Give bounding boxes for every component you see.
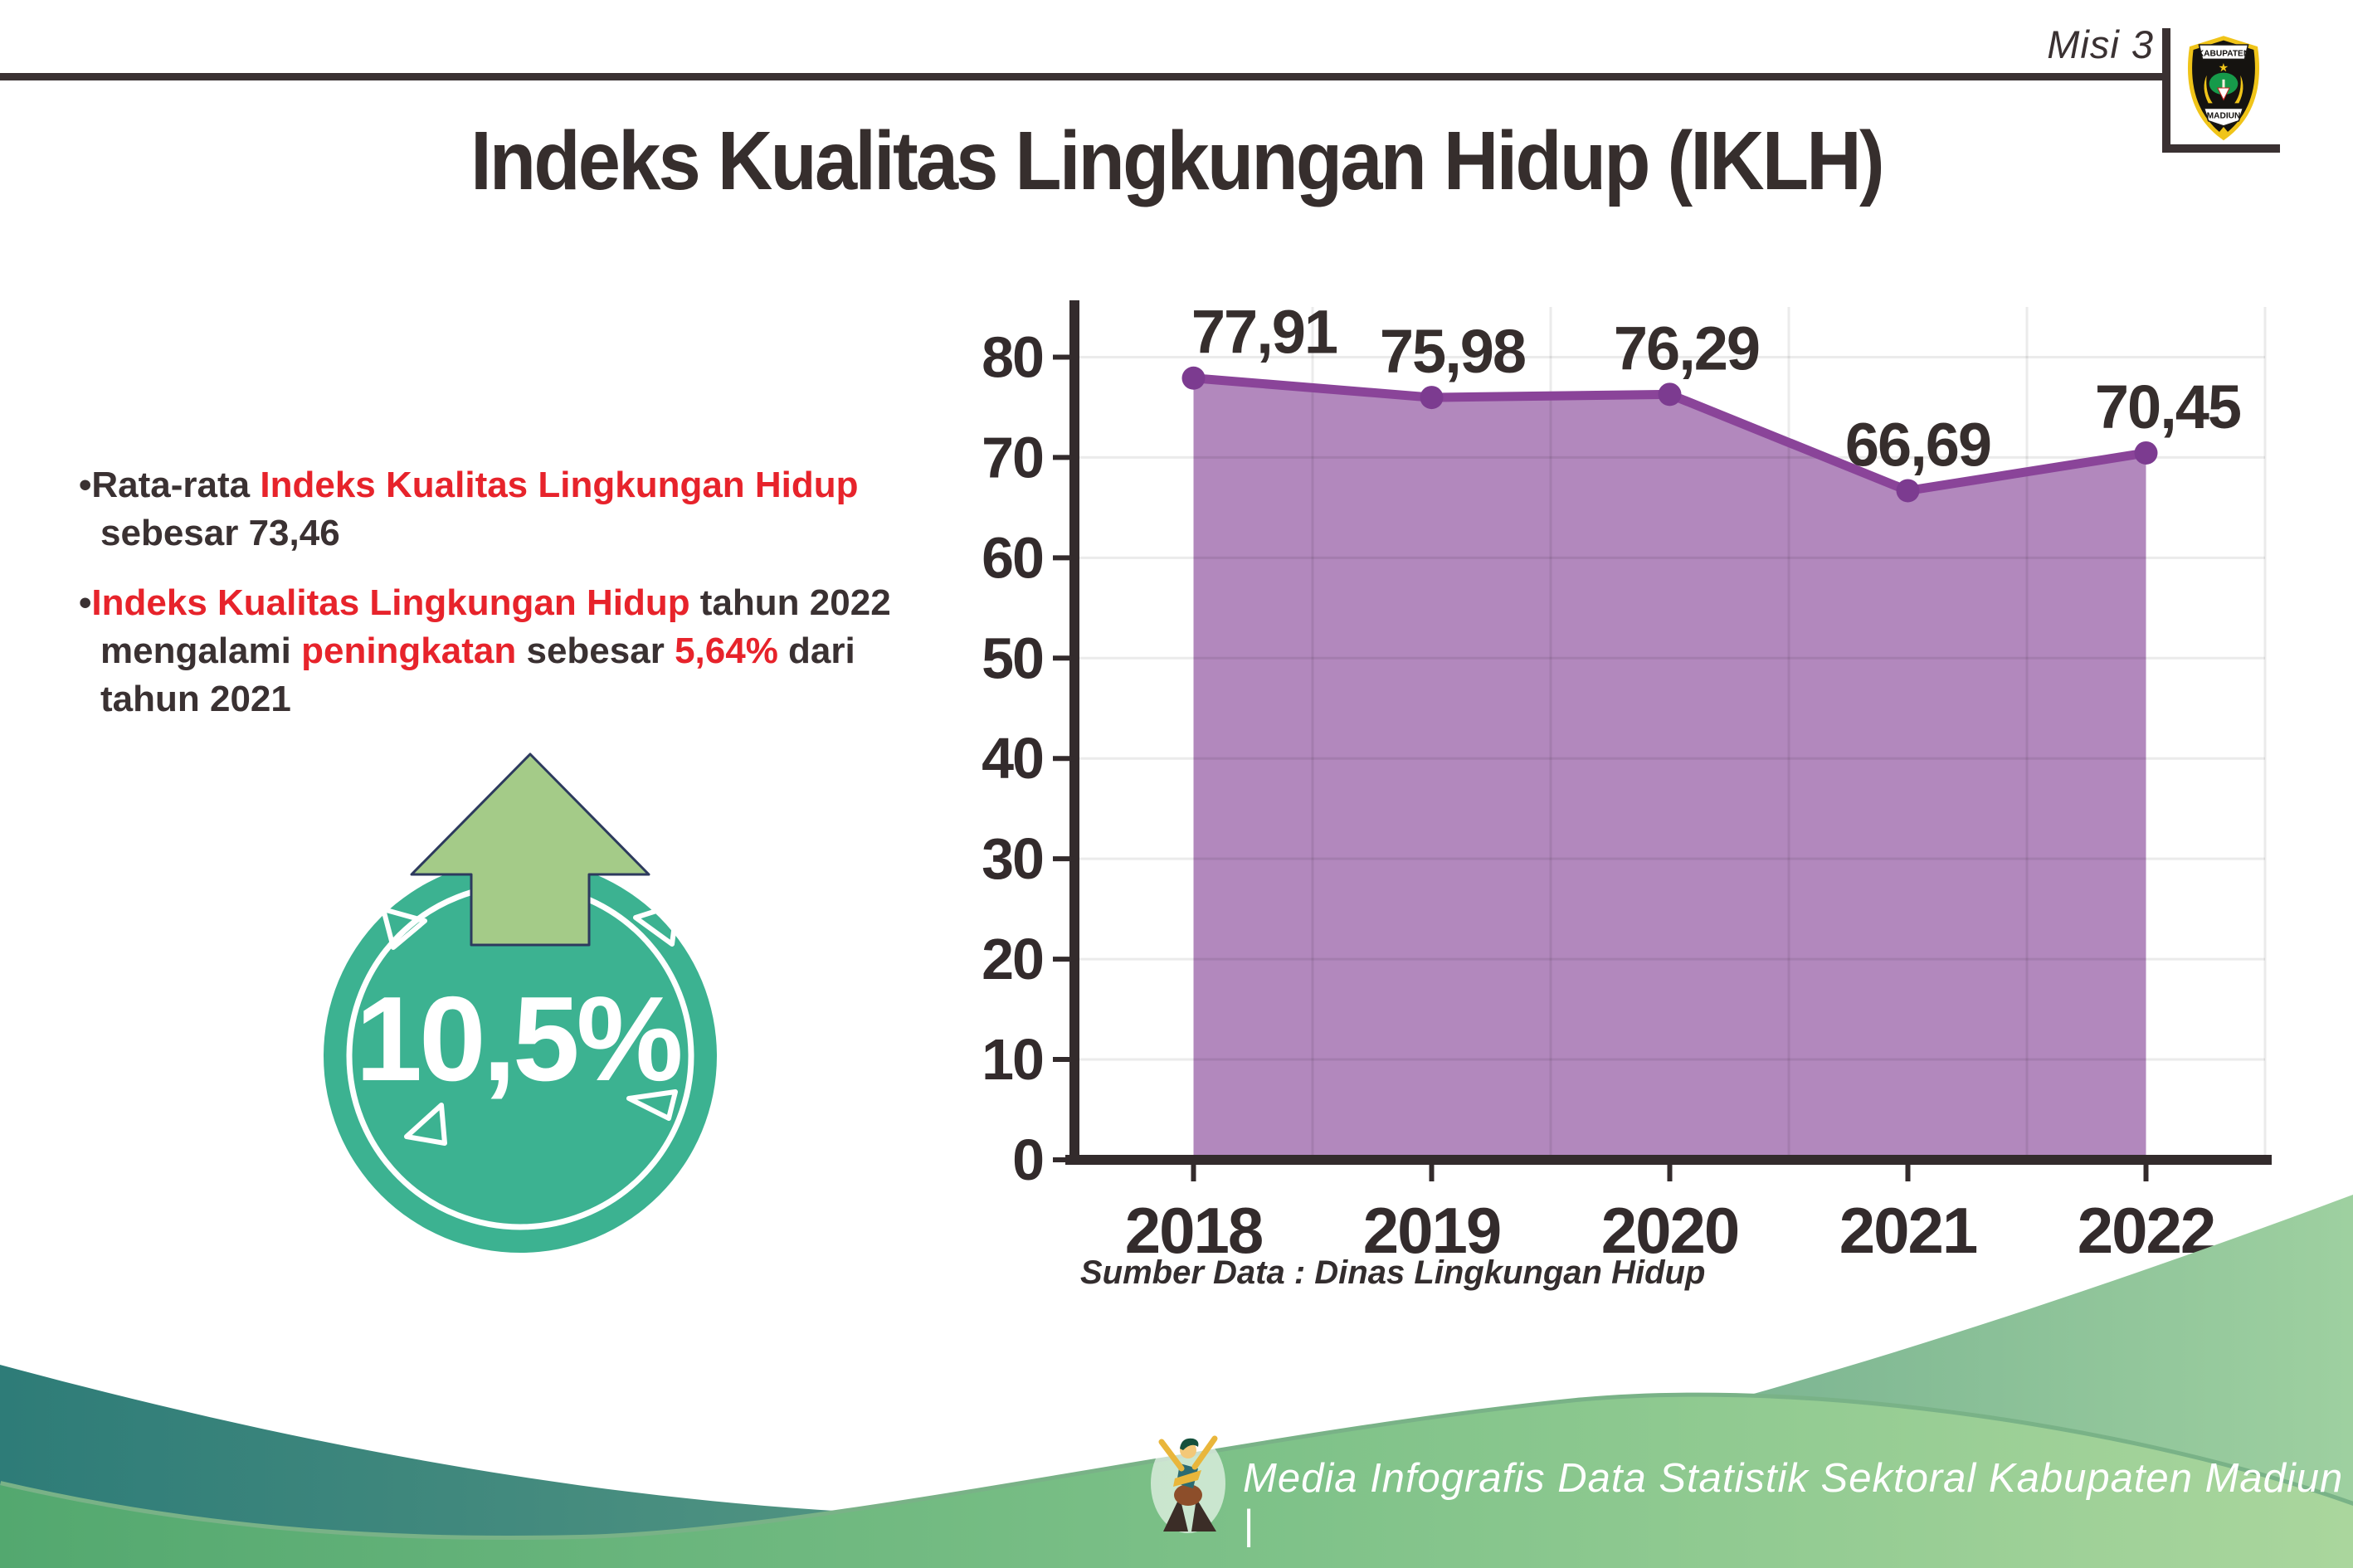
data-point-label: 77,91 [1191, 298, 1337, 367]
data-point-marker [1896, 479, 1920, 503]
data-point-marker [1420, 386, 1444, 410]
data-point-label: 76,29 [1614, 314, 1759, 382]
crest-top-banner [2198, 44, 2249, 61]
up-arrow-icon [410, 752, 650, 947]
text-segment: Indeks Kualitas Lingkungan Hidup [260, 465, 859, 505]
data-point-label: 75,98 [1380, 317, 1525, 386]
bullet-average-iklh: •Rata-rata Indeks Kualitas Lingkungan Hi… [79, 461, 950, 558]
crest-top-text: KABUPATEN [2198, 49, 2249, 58]
page-title: Indeks Kualitas Lingkungan Hidup (IKLH) [470, 114, 1884, 207]
x-tick-label: 2020 [1601, 1194, 1739, 1267]
data-point-marker [2134, 441, 2158, 465]
text-segment: •Rata-rata [79, 465, 261, 505]
crest-center-shield [2217, 87, 2230, 101]
mascot-drum [1174, 1484, 1202, 1506]
crest-tassel [2219, 126, 2229, 138]
data-point-marker [1658, 382, 1682, 407]
y-tick-label: 20 [982, 927, 1043, 991]
kabupaten-madiun-crest-icon: KABUPATEN ★ MADIUN [2188, 36, 2259, 141]
logo-bracket-horizontal [2162, 144, 2280, 153]
x-tick-label: 2019 [1363, 1194, 1501, 1267]
sparkle-nw-icon [381, 907, 427, 950]
header-rule [0, 73, 2164, 80]
y-tick-label: 40 [982, 726, 1043, 791]
key-points: •Rata-rata Indeks Kualitas Lingkungan Hi… [79, 461, 950, 745]
bullet-increase-2022: •Indeks Kualitas Lingkungan Hidup tahun … [79, 579, 950, 723]
mascot-hair [1180, 1438, 1199, 1450]
badge-value: 10,5% [355, 971, 680, 1106]
mascot-right-arm [1191, 1435, 1218, 1470]
footer-credit: Media Infografis Data Statistik Sektoral… [1243, 1456, 2344, 1547]
sparkle-se-icon [626, 1089, 678, 1121]
area-fill [1193, 377, 2146, 1160]
crest-star-icon: ★ [2219, 62, 2229, 74]
increase-badge: 10,5% [324, 752, 717, 1253]
logo-bracket-vertical [2162, 28, 2170, 153]
y-tick-label: 0 [1012, 1127, 1043, 1192]
badge-circle [324, 859, 717, 1253]
y-tick-label: 50 [982, 626, 1043, 690]
text-segment: 5,64% [675, 631, 778, 671]
mascot-logo-icon [1151, 1434, 1225, 1533]
crest-left-wing [2204, 75, 2213, 104]
x-tick-label: 2018 [1125, 1194, 1263, 1267]
y-tick-label: 70 [982, 425, 1043, 489]
sparkle-ne-icon [633, 902, 680, 947]
crest-right-wing [2234, 75, 2243, 104]
text-segment: Indeks Kualitas Lingkungan Hidup [91, 582, 690, 623]
text-segment: peningkatan [301, 631, 517, 671]
sparkle-sw-icon [404, 1103, 447, 1146]
data-point-marker [1181, 366, 1206, 390]
misi-label: Misi 3 [2047, 22, 2154, 66]
mascot-right-leg [1191, 1498, 1216, 1531]
mascot-sash [1173, 1470, 1201, 1487]
data-point-label: 70,45 [2095, 373, 2241, 441]
crest-bottom-banner [2203, 107, 2244, 127]
y-tick-label: 60 [982, 525, 1043, 590]
mascot-left-leg [1163, 1497, 1188, 1531]
y-tick-label: 30 [982, 826, 1043, 891]
crest-bottom-text: MADIUN [2207, 112, 2241, 121]
x-tick-label: 2021 [1839, 1194, 1977, 1267]
text-segment: • [79, 582, 92, 623]
mascot-left-arm [1158, 1439, 1185, 1472]
source-note: Sumber Data : Dinas Lingkungan Hidup [1080, 1254, 1706, 1291]
data-point-label: 66,69 [1845, 410, 1990, 479]
text-segment: tahun 2022 mengalami [100, 582, 891, 671]
y-tick-label: 10 [982, 1027, 1043, 1092]
y-tick-label: 80 [982, 324, 1043, 389]
text-segment: sebesar [516, 631, 675, 671]
text-segment: sebesar 73,46 [100, 513, 340, 553]
badge-sparkle-ticks [381, 902, 680, 1146]
text-segment: dari tahun 2021 [100, 631, 855, 719]
